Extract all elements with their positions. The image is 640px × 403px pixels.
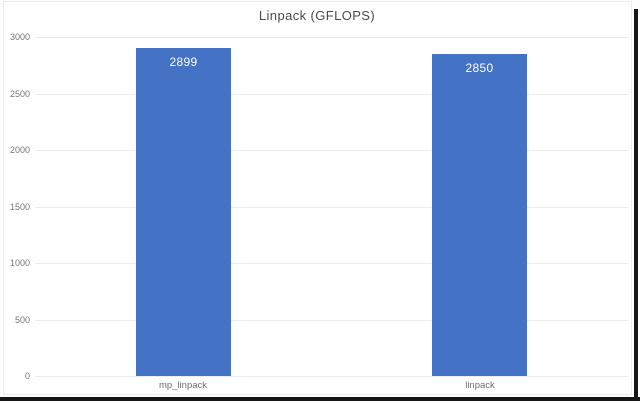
y-axis-tick-label: 0 xyxy=(24,371,30,381)
image-edge-bottom xyxy=(0,397,640,401)
bar-value-label: 2899 xyxy=(169,55,198,69)
gridline xyxy=(35,207,628,208)
x-axis-category-label: mp_linpack xyxy=(158,380,208,391)
image-edge-right xyxy=(634,9,638,401)
y-axis-tick-label: 2000 xyxy=(9,145,30,155)
y-axis-tick-label: 2500 xyxy=(9,89,30,99)
gridline xyxy=(35,263,628,264)
bar-value-label: 2850 xyxy=(465,61,494,75)
x-axis-category-label: linpack xyxy=(465,380,495,391)
gridline xyxy=(35,376,628,377)
gridline xyxy=(35,37,628,38)
bar-linpack: 2850 xyxy=(432,54,527,376)
gridline xyxy=(35,150,628,151)
y-axis-tick-label: 1000 xyxy=(9,258,30,268)
chart-border xyxy=(3,1,632,395)
y-axis-tick-label: 1500 xyxy=(9,202,30,212)
chart-title: Linpack (GFLOPS) xyxy=(258,8,376,23)
y-axis-tick-label: 3000 xyxy=(9,32,30,42)
gridline xyxy=(35,94,628,95)
bar-mp_linpack: 2899 xyxy=(136,48,231,376)
y-axis-tick-label: 500 xyxy=(14,315,30,325)
gridline xyxy=(35,320,628,321)
